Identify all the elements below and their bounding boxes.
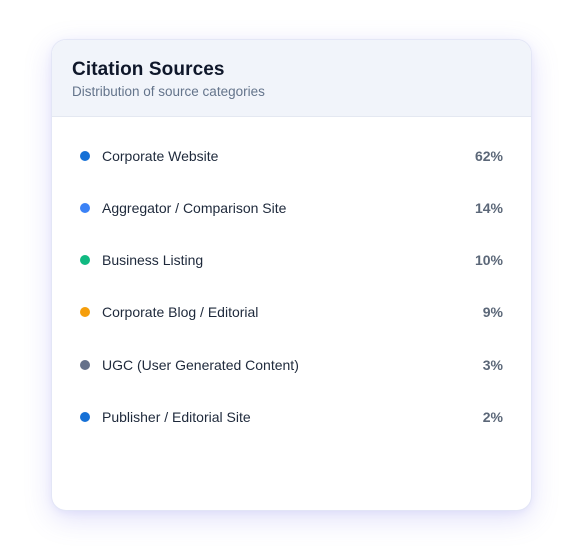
source-item-corporate-blog: Corporate Blog / Editorial 9% xyxy=(80,301,503,323)
legend-dot-icon xyxy=(80,412,90,422)
source-label: Aggregator / Comparison Site xyxy=(102,200,287,216)
legend-dot-icon xyxy=(80,151,90,161)
source-item-corporate-website: Corporate Website 62% xyxy=(80,145,503,167)
card-header: Citation Sources Distribution of source … xyxy=(52,40,531,117)
source-percentage: 62% xyxy=(474,148,503,164)
source-percentage: 3% xyxy=(482,357,503,373)
source-item-aggregator: Aggregator / Comparison Site 14% xyxy=(80,197,503,219)
legend-dot-icon xyxy=(80,360,90,370)
source-label: UGC (User Generated Content) xyxy=(102,357,299,373)
source-label: Corporate Website xyxy=(102,148,219,164)
source-label: Corporate Blog / Editorial xyxy=(102,304,259,320)
legend-dot-icon xyxy=(80,307,90,317)
source-label: Business Listing xyxy=(102,252,204,268)
source-item-business-listing: Business Listing 10% xyxy=(80,249,503,271)
source-item-publisher: Publisher / Editorial Site 2% xyxy=(80,406,503,428)
source-item-ugc: UGC (User Generated Content) 3% xyxy=(80,354,503,376)
source-percentage: 14% xyxy=(474,200,503,216)
source-percentage: 9% xyxy=(482,304,503,320)
card-title: Citation Sources xyxy=(72,59,225,80)
source-percentage: 2% xyxy=(482,409,503,425)
legend-dot-icon xyxy=(80,255,90,265)
citation-sources-card: Citation Sources Distribution of source … xyxy=(52,40,531,510)
card-subtitle: Distribution of source categories xyxy=(72,84,265,99)
source-percentage: 10% xyxy=(474,252,503,268)
legend-dot-icon xyxy=(80,203,90,213)
source-label: Publisher / Editorial Site xyxy=(102,409,251,425)
